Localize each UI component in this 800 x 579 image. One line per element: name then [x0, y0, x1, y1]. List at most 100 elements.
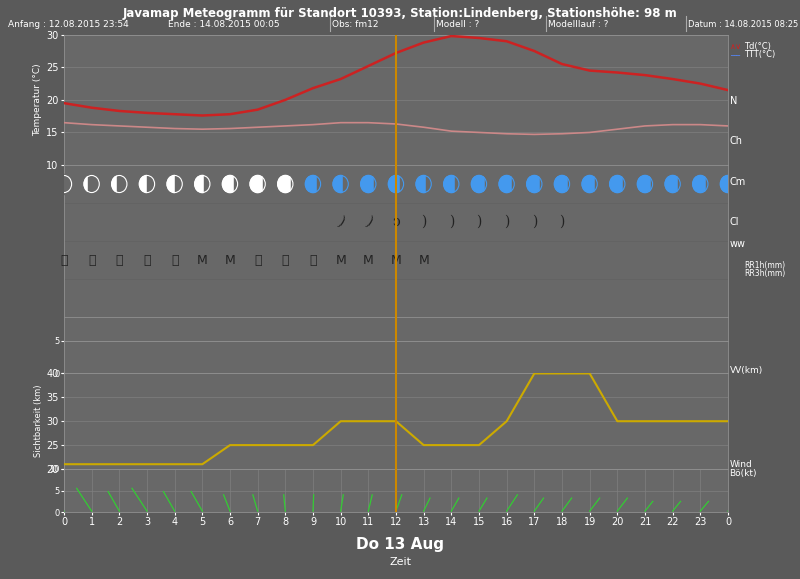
Bar: [374, 174, 376, 195]
Text: M: M: [418, 254, 429, 266]
Ellipse shape: [582, 175, 598, 193]
Text: Zeit: Zeit: [389, 557, 411, 567]
Text: Ch: Ch: [730, 135, 742, 146]
Text: Bö(kt): Bö(kt): [730, 468, 757, 478]
Text: ⌒: ⌒: [115, 254, 123, 266]
Ellipse shape: [416, 175, 431, 193]
Text: Anfang : 12.08.2015 23:54: Anfang : 12.08.2015 23:54: [8, 20, 129, 30]
Ellipse shape: [333, 175, 348, 193]
Ellipse shape: [194, 175, 210, 193]
Text: M: M: [363, 254, 374, 266]
Y-axis label: Temperatur (°C): Temperatur (°C): [33, 64, 42, 136]
Bar: [426, 174, 431, 195]
Ellipse shape: [84, 175, 99, 193]
Text: RR1h(mm): RR1h(mm): [744, 261, 785, 270]
Bar: [174, 174, 182, 195]
Text: ↄ: ↄ: [392, 215, 400, 229]
Ellipse shape: [278, 175, 293, 193]
Text: M: M: [335, 254, 346, 266]
Ellipse shape: [554, 175, 570, 193]
Text: Td(°C): Td(°C): [744, 42, 771, 51]
Ellipse shape: [222, 175, 238, 193]
Bar: [650, 174, 653, 195]
Text: ⌒: ⌒: [310, 254, 317, 266]
Text: N: N: [730, 96, 737, 107]
Ellipse shape: [84, 175, 99, 193]
Bar: [118, 174, 127, 195]
Bar: [734, 174, 736, 195]
Text: ): ): [421, 215, 426, 229]
Ellipse shape: [112, 175, 127, 193]
Text: Ende : 14.08.2015 00:05: Ende : 14.08.2015 00:05: [168, 20, 280, 30]
Bar: [595, 174, 598, 195]
Bar: [342, 174, 348, 195]
Ellipse shape: [526, 175, 542, 193]
Ellipse shape: [194, 175, 210, 193]
Ellipse shape: [471, 175, 486, 193]
Bar: [317, 174, 321, 195]
Ellipse shape: [333, 175, 348, 193]
Text: ⌒: ⌒: [88, 254, 95, 266]
Ellipse shape: [720, 175, 736, 193]
Text: M: M: [225, 254, 235, 266]
Text: M: M: [197, 254, 208, 266]
Ellipse shape: [167, 175, 182, 193]
Bar: [512, 174, 514, 195]
Ellipse shape: [139, 175, 154, 193]
Ellipse shape: [250, 175, 266, 193]
Text: ⌒: ⌒: [60, 254, 68, 266]
Ellipse shape: [693, 175, 708, 193]
Bar: [58, 174, 72, 195]
Bar: [291, 174, 293, 195]
Ellipse shape: [416, 175, 431, 193]
Text: ⌒: ⌒: [143, 254, 150, 266]
Text: Obs: fm12: Obs: fm12: [332, 20, 378, 30]
Bar: [234, 174, 238, 195]
Ellipse shape: [222, 175, 238, 193]
Ellipse shape: [499, 175, 514, 193]
Text: Cl: Cl: [730, 217, 739, 227]
Text: Modelllauf : ?: Modelllauf : ?: [548, 20, 608, 30]
Ellipse shape: [693, 175, 708, 193]
Ellipse shape: [250, 175, 266, 193]
Ellipse shape: [444, 175, 459, 193]
Ellipse shape: [638, 175, 653, 193]
Ellipse shape: [665, 175, 680, 193]
Text: Datum : 14.08.2015 08:25: Datum : 14.08.2015 08:25: [688, 20, 798, 30]
Ellipse shape: [582, 175, 598, 193]
Bar: [400, 174, 404, 195]
Bar: [147, 174, 154, 195]
Ellipse shape: [112, 175, 127, 193]
Ellipse shape: [361, 175, 376, 193]
Ellipse shape: [139, 175, 154, 193]
Bar: [485, 174, 486, 195]
Text: ⌒: ⌒: [171, 254, 178, 266]
Ellipse shape: [388, 175, 404, 193]
Bar: [204, 174, 210, 195]
Bar: [540, 174, 542, 195]
Bar: [706, 174, 708, 195]
Text: TTT(°C): TTT(°C): [744, 50, 775, 59]
Bar: [623, 174, 625, 195]
Ellipse shape: [167, 175, 182, 193]
Ellipse shape: [610, 175, 625, 193]
Text: Javamap Meteogramm für Standort 10393, Station:Lindenberg, Stationshöhe: 98 m: Javamap Meteogramm für Standort 10393, S…: [122, 7, 678, 20]
Text: M: M: [390, 254, 402, 266]
Text: ⌒: ⌒: [282, 254, 289, 266]
Ellipse shape: [638, 175, 653, 193]
Text: RR3h(mm): RR3h(mm): [744, 269, 786, 278]
Ellipse shape: [610, 175, 625, 193]
Ellipse shape: [278, 175, 293, 193]
Bar: [263, 174, 266, 195]
Ellipse shape: [306, 175, 321, 193]
Text: ): ): [449, 215, 454, 229]
Text: Modell : ?: Modell : ?: [436, 20, 479, 30]
Ellipse shape: [665, 175, 680, 193]
Text: ∧∨: ∧∨: [730, 42, 742, 51]
Text: ): ): [335, 215, 346, 229]
Ellipse shape: [554, 175, 570, 193]
Ellipse shape: [56, 175, 72, 193]
Ellipse shape: [56, 175, 72, 193]
Ellipse shape: [499, 175, 514, 193]
Text: ww: ww: [730, 239, 746, 250]
